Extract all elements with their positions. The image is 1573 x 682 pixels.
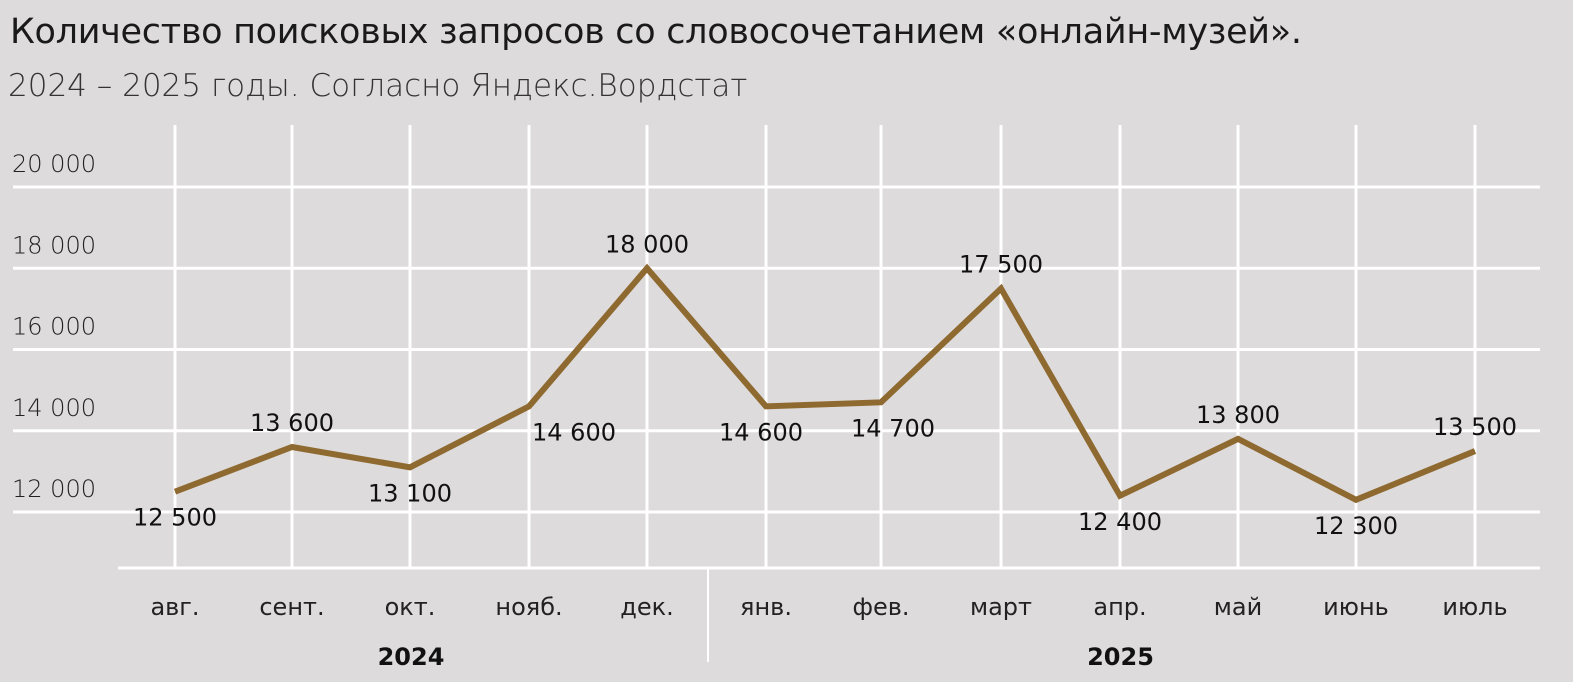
x-tick-label: фев.	[852, 593, 909, 621]
x-tick-label: сент.	[259, 593, 324, 621]
y-tick-label: 20 000	[12, 150, 96, 178]
year-label: 2025	[1087, 643, 1154, 671]
y-tick-label: 12 000	[12, 475, 96, 503]
x-tick-label: дек.	[620, 593, 673, 621]
data-label: 13 600	[250, 409, 334, 437]
y-tick-label: 14 000	[12, 394, 96, 422]
x-tick-label: март	[970, 593, 1032, 621]
data-label: 13 500	[1433, 413, 1517, 441]
y-tick-label: 16 000	[12, 313, 96, 341]
data-label: 13 100	[368, 479, 452, 507]
x-tick-label: нояб.	[495, 593, 562, 621]
x-tick-label: июль	[1442, 593, 1507, 621]
data-label: 12 500	[133, 504, 217, 532]
data-label: 12 300	[1314, 512, 1398, 540]
year-label: 2024	[378, 643, 445, 671]
data-label: 14 700	[851, 414, 935, 442]
x-tick-label: июнь	[1323, 593, 1389, 621]
x-tick-label: окт.	[385, 593, 436, 621]
x-tick-label: янв.	[740, 593, 792, 621]
chart-subtitle: 2024 – 2025 годы. Согласно Яндекс.Вордст…	[8, 68, 748, 104]
data-label: 14 600	[719, 418, 803, 446]
y-tick-label: 18 000	[12, 231, 96, 259]
data-label: 17 500	[959, 251, 1043, 279]
data-label: 14 600	[532, 418, 616, 446]
x-tick-label: май	[1214, 593, 1262, 621]
x-tick-label: апр.	[1093, 593, 1146, 621]
data-label: 18 000	[605, 230, 689, 258]
data-label: 12 400	[1078, 508, 1162, 536]
chart-title: Количество поисковых запросов со словосо…	[10, 12, 1302, 52]
data-line	[173, 263, 1477, 504]
data-label: 13 800	[1196, 401, 1280, 429]
x-tick-label: авг.	[150, 593, 199, 621]
